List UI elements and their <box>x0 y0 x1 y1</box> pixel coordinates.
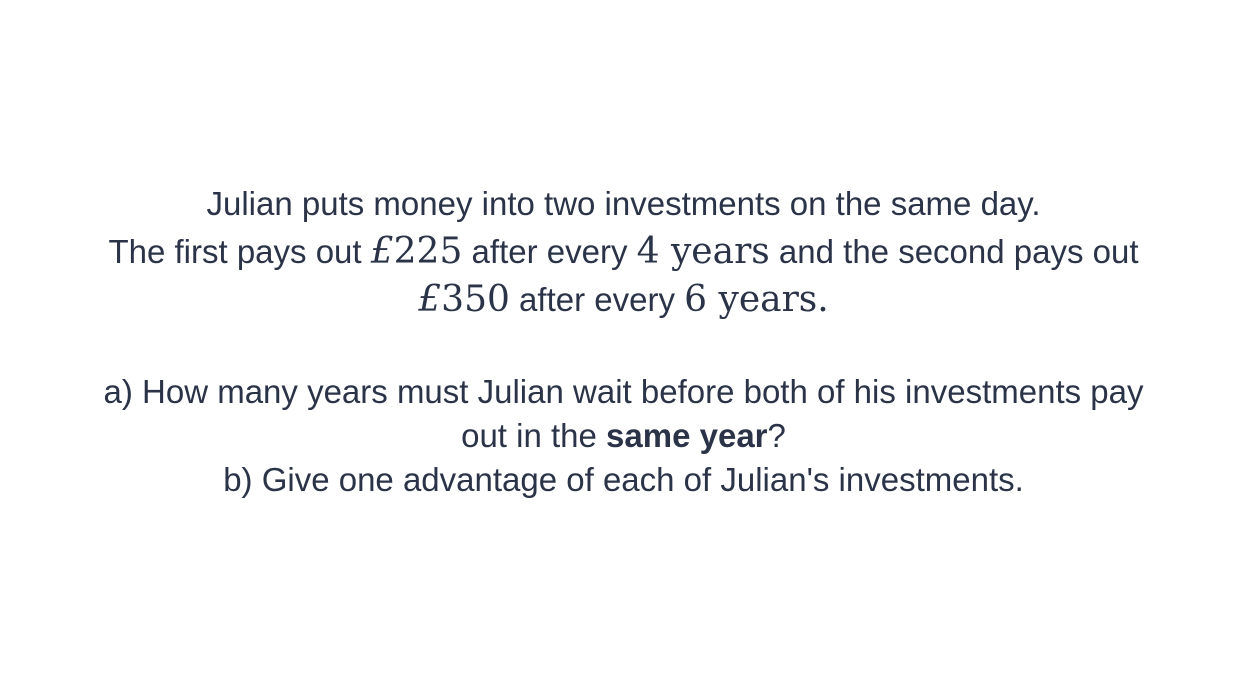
problem-line-2: The first pays out £225 after every 4 ye… <box>0 228 1247 276</box>
period1-value: 4 <box>636 231 660 272</box>
question-a-emphasis: same year <box>606 417 768 454</box>
period2-end: . <box>817 279 829 320</box>
amount1: £225 <box>371 231 463 272</box>
amount1-currency: £ <box>370 231 394 272</box>
question-b: b) Give one advantage of each of Julian'… <box>223 461 1024 498</box>
question-a-prefix: out in the <box>461 417 607 454</box>
line2-text-2: after every <box>462 233 637 270</box>
amount1-value: 225 <box>393 231 463 272</box>
question-a-suffix: ? <box>767 417 786 454</box>
amount2: £350 <box>418 279 510 320</box>
line3-text-1: after every <box>509 281 685 318</box>
problem-line-1: Julian puts money into two investments o… <box>206 185 1041 222</box>
section-spacer <box>0 324 1247 370</box>
amount2-currency: £ <box>418 279 442 320</box>
period1: 4 years <box>637 231 770 272</box>
question-card: Julian puts money into two investments o… <box>0 180 1247 502</box>
amount2-value: 350 <box>441 279 510 320</box>
period2: 6 years. <box>684 279 829 320</box>
period2-value: 6 <box>684 279 708 320</box>
period1-unit: years <box>659 231 770 272</box>
problem-line-3: £350 after every 6 years. <box>0 276 1247 324</box>
line2-text-3: and the second pays out <box>769 233 1139 270</box>
line2-text-1: The first pays out <box>108 233 371 270</box>
question-a-line-1: a) How many years must Julian wait befor… <box>103 373 1144 410</box>
period2-unit: years <box>707 279 818 320</box>
question-a-line-2: out in the same year? <box>0 414 1247 458</box>
